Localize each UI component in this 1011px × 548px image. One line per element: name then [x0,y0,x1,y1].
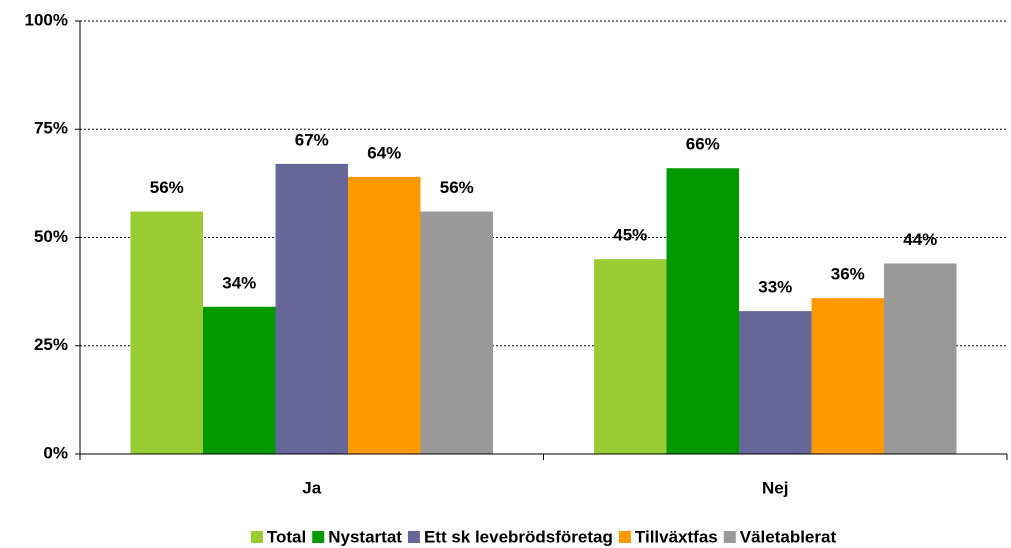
value-label: 45% [613,226,647,245]
value-label: 33% [758,278,792,297]
value-label: 34% [222,273,256,292]
legend-swatch [723,531,736,543]
bar [594,259,667,454]
y-tick-label: 0% [43,443,68,462]
value-label: 56% [440,178,474,197]
legend-label: Total [267,527,306,546]
y-tick-label: 75% [34,119,68,138]
value-label: 36% [831,265,865,284]
y-tick-label: 25% [34,335,68,354]
bar [420,211,493,454]
bar [739,311,812,454]
value-label: 64% [367,143,401,162]
bar [203,306,276,454]
value-label: 56% [150,178,184,197]
bar [884,263,957,454]
legend-label: Väletablerat [740,527,837,546]
x-tick-label: Nej [762,478,788,497]
legend-swatch [250,531,263,543]
legend-swatch [618,531,631,543]
x-tick-label: Ja [302,478,321,497]
value-label: 44% [903,230,937,249]
legend-swatch [407,531,420,543]
bar [811,298,884,454]
bar [130,211,203,454]
y-tick-label: 100% [25,10,68,29]
bar [666,168,739,454]
y-tick-label: 50% [34,227,68,246]
bar [275,163,348,454]
legend-swatch [312,531,325,543]
legend-label: Ett sk levebrödsföretag [424,527,613,546]
legend-label: Nystartat [328,527,402,546]
value-label: 67% [295,130,329,149]
legend-label: Tillväxtfas [635,527,718,546]
bar [348,176,421,454]
value-label: 66% [686,135,720,154]
